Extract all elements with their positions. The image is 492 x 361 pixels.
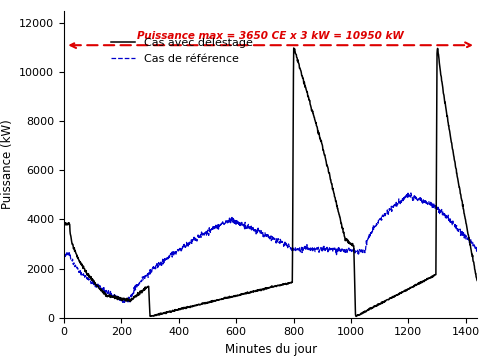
Cas de référence <box>335 249 341 253</box>
Cas de référence <box>199 233 205 237</box>
Cas avec délestage <box>426 276 431 280</box>
Line: Cas de référence: Cas de référence <box>64 193 477 303</box>
Cas de référence <box>153 265 159 269</box>
Cas avec délestage <box>143 286 149 290</box>
Cas avec délestage <box>153 313 159 317</box>
Y-axis label: Puissance (kW): Puissance (kW) <box>0 119 14 209</box>
Cas avec délestage <box>474 278 480 283</box>
Cas de référence <box>474 245 480 249</box>
Cas de référence <box>143 273 149 278</box>
Cas avec délestage <box>199 302 205 306</box>
Cas de référence <box>408 191 414 195</box>
Cas de référence <box>120 301 125 305</box>
Cas avec délestage <box>335 208 341 212</box>
Cas de référence <box>426 199 431 204</box>
Cas avec délestage <box>389 296 395 300</box>
Text: Puissance max = 3650 CE x 3 kW = 10950 kW: Puissance max = 3650 CE x 3 kW = 10950 k… <box>137 31 404 41</box>
Cas de référence <box>389 209 395 213</box>
Cas de référence <box>61 251 67 256</box>
Line: Cas avec délestage: Cas avec délestage <box>64 48 477 316</box>
X-axis label: Minutes du jour: Minutes du jour <box>224 343 317 356</box>
Legend: Cas avec délestage, Cas de référence: Cas avec délestage, Cas de référence <box>111 38 253 64</box>
Cas avec délestage <box>353 314 359 318</box>
Cas avec délestage <box>61 223 67 227</box>
Cas avec délestage <box>291 46 297 50</box>
